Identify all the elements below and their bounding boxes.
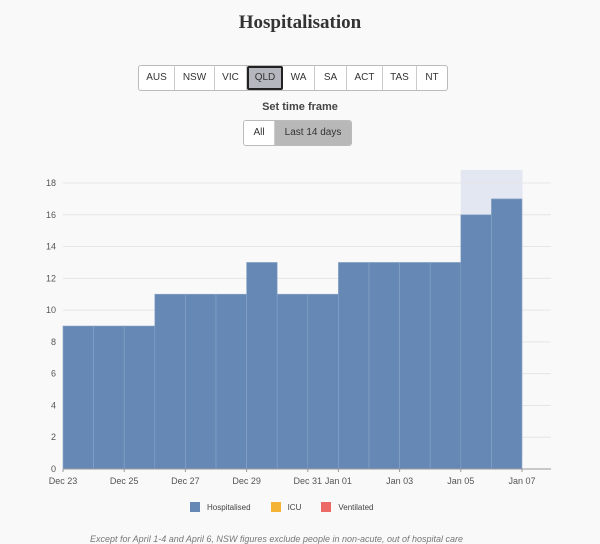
state-button-nt[interactable]: NT (425, 72, 439, 83)
legend-item-hospitalised: Hospitalised (190, 502, 251, 512)
y-tick-label: 14 (46, 242, 56, 252)
bar-dec-26 (154, 293, 186, 470)
legend-label-ventilated: Ventilated (338, 502, 374, 512)
y-tick-label: 2 (51, 432, 56, 442)
y-tick-label: 4 (51, 400, 56, 410)
x-tick-label: Dec 31 (294, 476, 323, 486)
legend-label-hospitalised: Hospitalised (207, 502, 251, 512)
state-button-act[interactable]: ACT (347, 66, 383, 90)
y-tick-label: 18 (46, 178, 56, 188)
legend-swatch-icu (270, 502, 281, 512)
y-tick-label: 16 (46, 210, 56, 220)
state-button-nsw[interactable]: NSW (175, 66, 215, 90)
state-button-sa[interactable]: SA (315, 66, 347, 90)
legend-swatch-hospitalised (190, 502, 200, 512)
legend-swatch-ventilated (321, 502, 332, 512)
state-button-wa[interactable]: WA (283, 66, 315, 90)
chart-legend: Hospitalised ICU Ventilated (190, 502, 374, 512)
bar-dec-27 (185, 293, 217, 470)
bar-dec-29 (246, 262, 278, 470)
y-tick-label: 6 (51, 369, 56, 379)
x-tick-label: Dec 25 (110, 476, 139, 486)
x-tick-label: Dec 27 (171, 476, 200, 486)
bar-jan-05 (460, 214, 492, 470)
bar-jan-01 (338, 262, 370, 470)
bar-jan-02 (368, 262, 400, 470)
timeframe-label: Set time frame (262, 101, 338, 113)
x-tick-label: Jan 01 (325, 476, 352, 486)
bar-dec-25 (123, 325, 156, 470)
y-tick-label: 10 (46, 305, 56, 315)
y-tick-label: 12 (46, 273, 56, 283)
bar-jan-06 (491, 198, 523, 470)
bar-dec-28 (215, 293, 247, 470)
bar-dec-24 (93, 325, 125, 470)
bar-dec-30 (276, 293, 309, 470)
x-tick-label: Jan 05 (447, 476, 474, 486)
state-selector: AUS NSW VIC QLD WA SA ACT TAS NT (138, 65, 448, 91)
bar-dec-31 (307, 293, 339, 470)
hospitalisation-bar-chart: 0 2 4 6 8 10 12 14 16 18 Dec 23 Dec 25 Dec 27 Dec 29 D… (46, 170, 551, 486)
legend-item-ventilated: Ventilated (321, 502, 374, 512)
timeframe-last-14-days-button[interactable]: Last 14 days (275, 121, 351, 145)
bar-dec-23 (62, 325, 94, 470)
state-button-tas[interactable]: TAS (383, 66, 417, 90)
legend-label-icu: ICU (287, 502, 302, 512)
y-tick-label: 8 (51, 337, 56, 347)
timeframe-selector: All Last 14 days (243, 120, 352, 146)
x-tick-label: Jan 07 (508, 476, 535, 486)
footnote: Except for April 1-4 and April 6, NSW fi… (90, 534, 464, 544)
state-button-qld[interactable]: QLD (247, 66, 283, 90)
x-tick-label: Dec 29 (232, 476, 261, 486)
x-tick-label: Dec 23 (49, 476, 78, 486)
chart-title: Hospitalisation (238, 12, 362, 33)
bar-jan-04 (429, 262, 462, 470)
bar-jan-03 (399, 262, 431, 470)
state-button-vic[interactable]: VIC (215, 66, 247, 90)
x-tick-label: Jan 03 (386, 476, 413, 486)
legend-item-icu: ICU (270, 502, 302, 512)
timeframe-all-button[interactable]: All (244, 121, 275, 145)
y-tick-label: 0 (51, 464, 56, 474)
state-button-aus[interactable]: AUS (139, 66, 175, 90)
